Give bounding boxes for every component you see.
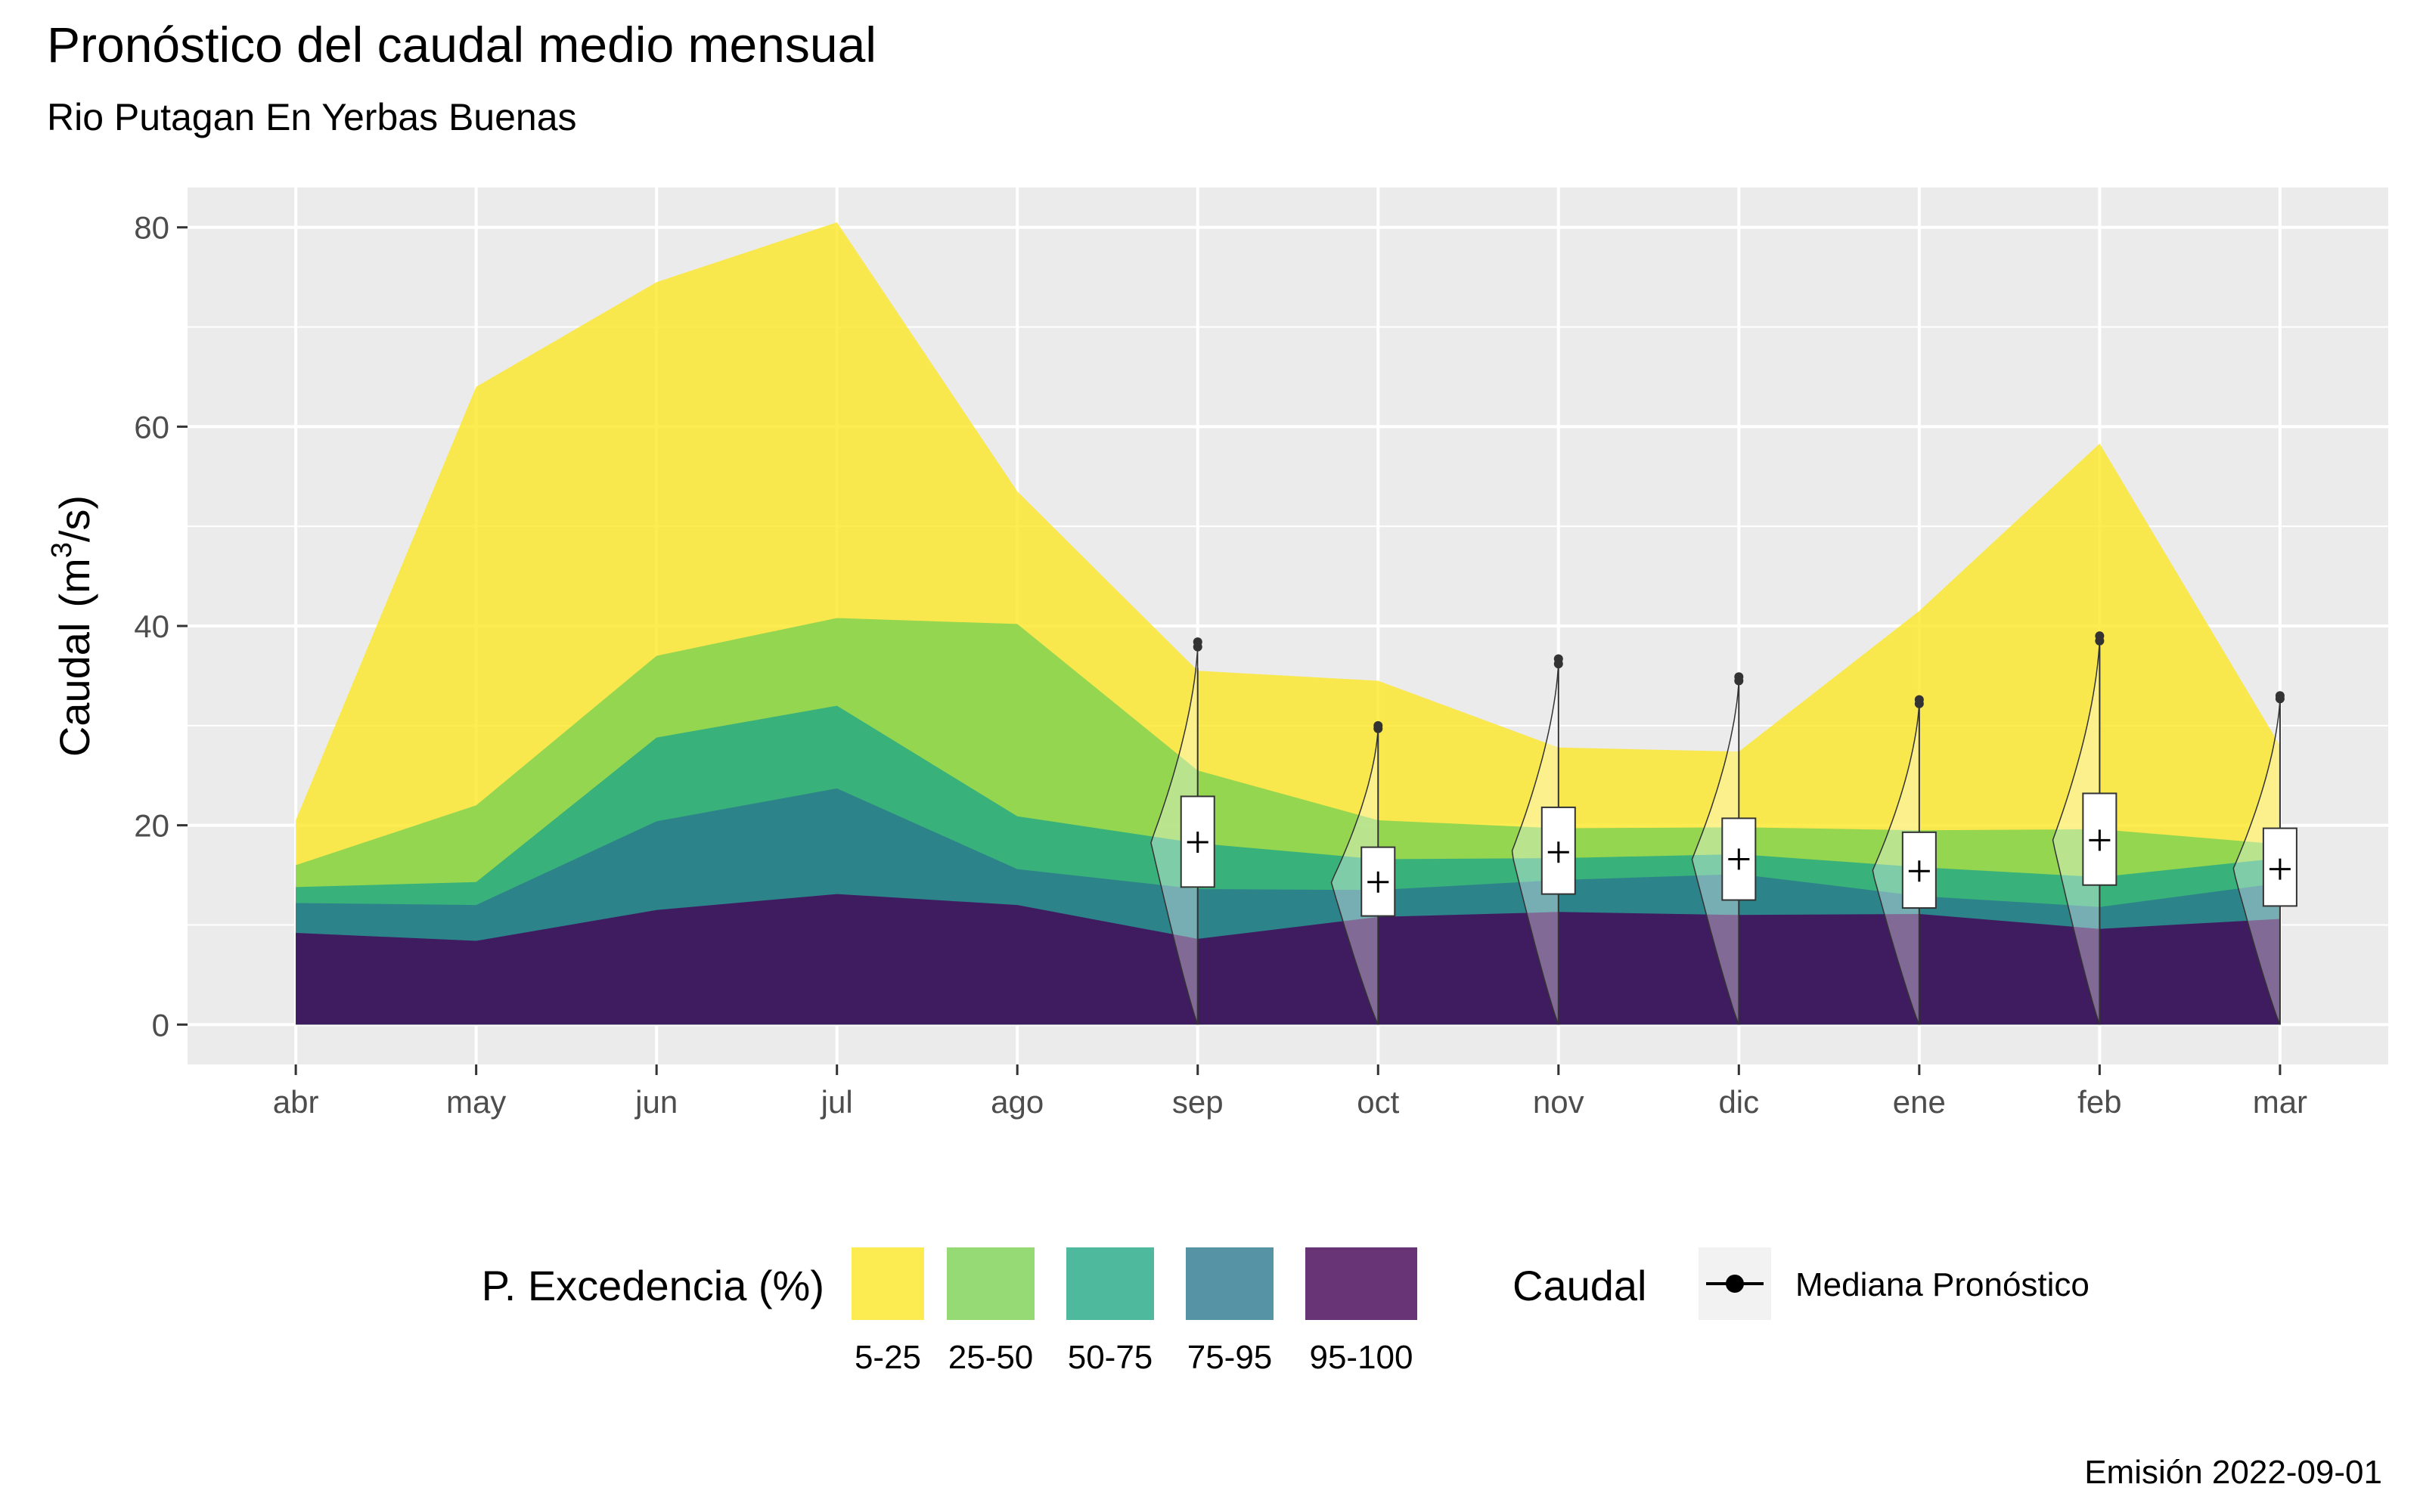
violin-sep [1150, 642, 1199, 1025]
outlier-point [2275, 691, 2285, 701]
y-tick-label: 20 [134, 808, 169, 844]
y-axis-label-unit: (m [51, 558, 98, 607]
y-tick-label: 40 [134, 609, 169, 644]
y-axis-label-main: Caudal [51, 623, 98, 757]
legend-key-95-100 [1305, 1247, 1417, 1320]
chart-subtitle: Rio Putagan En Yerbas Buenas [47, 96, 577, 138]
outlier-point [1373, 720, 1383, 730]
y-axis-label-unit-end: /s) [51, 495, 98, 542]
x-tick-label-dic: dic [1718, 1084, 1759, 1120]
outlier-point [1553, 654, 1563, 664]
x-tick-label-jul: jul [820, 1084, 853, 1120]
forecast-mar [2232, 691, 2297, 1025]
x-tick-label-feb: feb [2077, 1084, 2121, 1120]
x-tick-label-oct: oct [1357, 1084, 1399, 1120]
legend-line-title: Caudal [1512, 1262, 1646, 1309]
violin-ene [1872, 699, 1920, 1025]
forecast-distributions [1150, 631, 2297, 1025]
forecast-nov [1511, 654, 1576, 1025]
violin-nov [1511, 658, 1559, 1025]
x-tick-label-may: may [446, 1084, 506, 1120]
legend-key-label: 75-95 [1187, 1339, 1273, 1376]
exceedance-bands [296, 222, 2280, 1025]
x-tick-label-jun: jun [634, 1084, 678, 1120]
legend-line-key-point [1726, 1275, 1744, 1293]
legend-key-label: 5-25 [855, 1339, 921, 1376]
forecast-feb [2052, 631, 2118, 1025]
forecast-ene [1872, 695, 1937, 1025]
forecast-dic [1691, 672, 1757, 1025]
violin-feb [2052, 636, 2101, 1025]
legend-fill-title: P. Excedencia (%) [482, 1262, 824, 1309]
legend-key-label: 95-100 [1309, 1339, 1413, 1376]
y-tick-label: 80 [134, 210, 169, 246]
violin-mar [2232, 696, 2281, 1025]
forecast-sep [1150, 637, 1215, 1025]
legend-key-25-50 [947, 1247, 1035, 1320]
legend: P. Excedencia (%) 5-25 25-50 50-75 75-95 95-… [482, 1247, 2090, 1376]
x-tick-label-sep: sep [1172, 1084, 1224, 1120]
x-tick-label-mar: mar [2253, 1084, 2307, 1120]
y-tick-label: 0 [152, 1007, 169, 1043]
violin-oct [1330, 725, 1379, 1025]
y-axis-label-sup: 3 [46, 542, 78, 558]
forecast-oct [1330, 720, 1396, 1025]
x-tick-label-ene: ene [1893, 1084, 1946, 1120]
legend-key-50-75 [1066, 1247, 1154, 1320]
chart-title: Pronóstico del caudal medio mensual [47, 17, 876, 73]
outlier-point [2095, 631, 2105, 641]
outlier-point [1193, 637, 1202, 647]
y-axis-label: Caudal (m3/s) [46, 495, 98, 757]
x-axis: abr may jun jul ago sep oct nov dic ene feb mar [273, 1064, 2307, 1120]
legend-key-label: 25-50 [948, 1339, 1034, 1376]
y-axis: 0 20 40 60 80 [134, 210, 188, 1043]
band-95-100 [296, 894, 2280, 1025]
legend-fill-keys: 5-25 25-50 50-75 75-95 95-100 [852, 1247, 1417, 1376]
y-tick-label: 60 [134, 409, 169, 445]
caption: Emisión 2022-09-01 [2084, 1454, 2382, 1491]
outlier-point [1914, 695, 1924, 705]
legend-key-5-25 [852, 1247, 924, 1320]
legend-line-label: Mediana Pronóstico [1795, 1266, 2090, 1303]
violin-dic [1691, 677, 1740, 1025]
x-tick-label-abr: abr [273, 1084, 319, 1120]
outlier-point [1734, 672, 1744, 682]
legend-key-75-95 [1186, 1247, 1274, 1320]
x-tick-label-ago: ago [991, 1084, 1044, 1120]
x-tick-label-nov: nov [1533, 1084, 1584, 1120]
legend-key-label: 50-75 [1068, 1339, 1153, 1376]
